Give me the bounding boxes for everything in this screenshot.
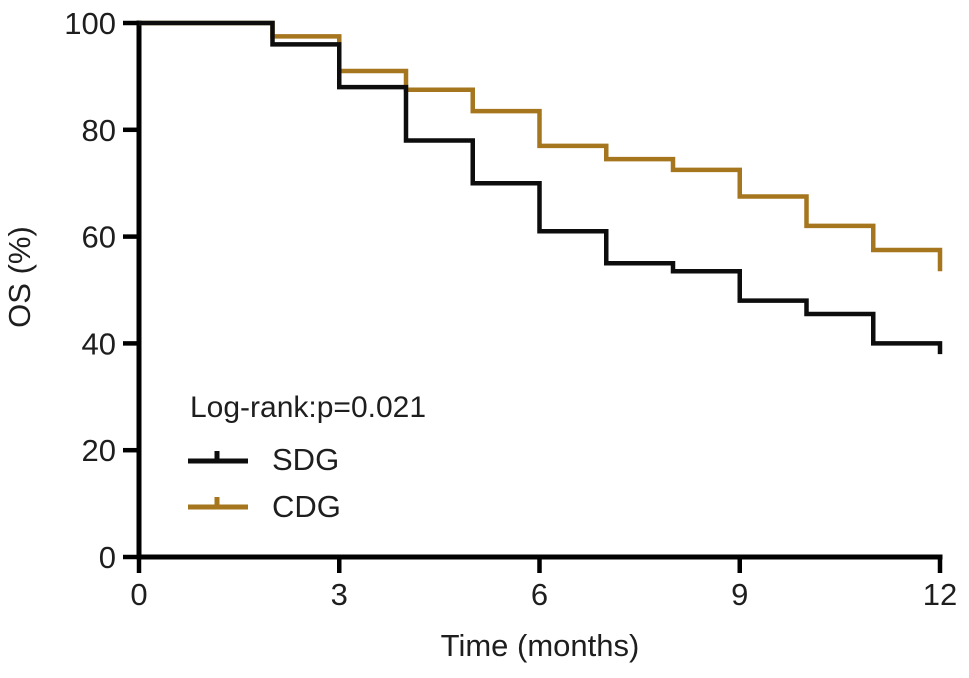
y-tick-label-60: 60 (82, 220, 116, 255)
y-axis-title: OS (%) (2, 226, 37, 328)
axes: 0 20 40 60 80 100 0 3 6 9 12 (64, 6, 957, 612)
y-tick-label-100: 100 (64, 6, 116, 41)
cdg-curve (139, 20, 943, 272)
legend: Log-rank:p=0.021 SDG CDG (188, 391, 426, 524)
y-tick-label-40: 40 (82, 326, 116, 361)
sdg-legend-label: SDG (272, 442, 339, 477)
cdg-legend-label: CDG (272, 489, 341, 524)
x-tick-label-3: 3 (331, 577, 348, 612)
legend-item-sdg: SDG (188, 442, 339, 477)
x-tick-label-0: 0 (130, 577, 147, 612)
x-tick-label-12: 12 (923, 577, 957, 612)
sdg-legend-key (188, 451, 248, 464)
legend-item-cdg: CDG (188, 489, 341, 524)
x-tick-label-9: 9 (731, 577, 748, 612)
x-tick-label-6: 6 (531, 577, 548, 612)
y-tick-label-20: 20 (82, 433, 116, 468)
y-tick-label-80: 80 (82, 113, 116, 148)
logrank-annotation: Log-rank:p=0.021 (190, 391, 426, 424)
sdg-curve (139, 20, 943, 355)
cdg-legend-key (188, 497, 248, 510)
y-tick-label-0: 0 (99, 540, 116, 575)
survival-curves (139, 20, 943, 355)
x-axis-title: Time (months) (441, 628, 640, 663)
